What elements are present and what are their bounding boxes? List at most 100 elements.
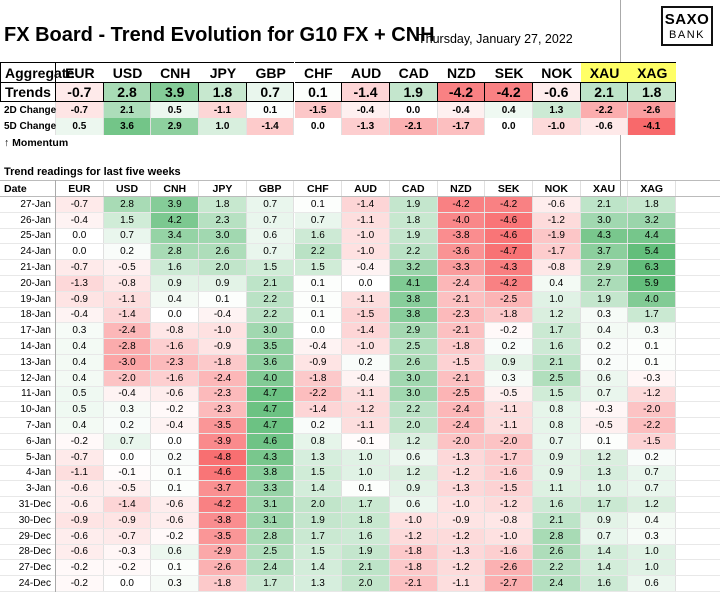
reading-nok: 1.2 xyxy=(533,307,581,323)
reading-aud: 1.0 xyxy=(342,449,390,465)
reading-nok: 0.9 xyxy=(533,465,581,481)
reading-gbp: 2.1 xyxy=(246,276,295,291)
reading-jpy: 0.9 xyxy=(199,276,247,291)
row-date: 7-Jan xyxy=(0,418,56,433)
table-row: 6-Jan -0.2 0.7 0.0 -3.9 4.6 0.8 -0.1 1.2 -2.0 -2.0… xyxy=(0,434,720,450)
currency-header-usd: USD xyxy=(103,62,152,82)
reading-eur: -0.6 xyxy=(56,481,104,497)
reading-xau: 0.9 xyxy=(580,513,629,528)
reading-nzd: -1.3 xyxy=(437,481,486,497)
table-row: 25-Jan 0.0 0.7 3.4 3.0 0.6 1.6 -1.0 1.9 -3.8 -4.6-… xyxy=(0,228,720,245)
change-5d-label: 5D Change xyxy=(0,118,56,135)
table-row: 5-Jan -0.7 0.0 0.2 -4.8 4.3 1.3 1.0 0.6 -1.3 -1.7 0… xyxy=(0,449,720,466)
reading-chf: 1.4 xyxy=(294,560,343,576)
reading-sek: -1.0 xyxy=(485,528,533,544)
reading-nok: 2.4 xyxy=(533,576,581,591)
row-date: 5-Jan xyxy=(0,449,56,465)
reading-chf: -1.8 xyxy=(294,370,343,386)
table-row: 11-Jan 0.5 -0.4 -0.6 -2.3 4.7 -2.2 -1.1 3.0 -2.5-… xyxy=(0,386,720,403)
table-row: 27-Dec -0.2 -0.2 0.1 -2.6 2.4 1.4 2.1 -1.8 -1.2 -2… xyxy=(0,560,720,577)
row-date: 19-Jan xyxy=(0,291,56,307)
currency-header-chf: CHF xyxy=(294,62,343,82)
reading-aud: -1.0 xyxy=(342,339,390,354)
reading-jpy: 2.3 xyxy=(199,212,247,228)
reading-xau: 1.4 xyxy=(580,560,629,576)
reading-eur: -0.6 xyxy=(56,497,104,512)
reading-cnh: -2.3 xyxy=(151,355,200,370)
currency-header-aud: AUD xyxy=(342,62,390,82)
reading-nzd: -1.8 xyxy=(437,339,486,354)
reading-jpy: -3.8 xyxy=(199,513,247,528)
reading-nzd: -3.3 xyxy=(437,260,486,275)
change-2d-eur: -0.7 xyxy=(56,102,104,119)
change-2d-row: 2D Change -0.7 2.1 0.5 -1.1 0.1 -1.5 -0.4 0.0 -0.… xyxy=(0,102,720,119)
momentum-row: ↑ Momentum xyxy=(0,134,720,151)
reading-cad: 1.9 xyxy=(389,197,438,212)
reading-xau: 0.2 xyxy=(580,339,629,354)
daily-header-usd: USD xyxy=(104,181,152,196)
trend-value-cad: 1.9 xyxy=(389,82,438,102)
table-row: 21-Jan -0.7 -0.5 1.6 2.0 1.5 1.5 -0.4 3.2 -3.3 -4.… xyxy=(0,260,720,276)
reading-cad: -1.2 xyxy=(389,528,438,544)
reading-chf: 1.5 xyxy=(294,260,343,275)
reading-eur: -0.6 xyxy=(56,528,104,544)
reading-xag: -1.5 xyxy=(628,434,677,449)
reading-aud: 1.7 xyxy=(342,497,390,512)
reading-usd: 0.2 xyxy=(103,244,152,260)
reading-sek: -2.6 xyxy=(485,560,533,576)
currency-header-gbp: GBP xyxy=(246,62,295,82)
reading-jpy: -3.5 xyxy=(199,418,247,433)
reading-usd: 0.3 xyxy=(103,402,152,418)
reading-cnh: 0.1 xyxy=(151,465,200,481)
reading-xag: 1.7 xyxy=(628,307,677,323)
reading-xau: 3.7 xyxy=(580,244,629,260)
aggregate-header-row: Aggregate EUR USD CNH JPY GBP CHF AUD CAD NZD SEK N… xyxy=(0,62,720,82)
reading-cad: 2.2 xyxy=(389,244,438,260)
reading-jpy: -1.8 xyxy=(199,576,247,591)
row-date: 28-Dec xyxy=(0,544,56,560)
reading-xag: 0.7 xyxy=(628,481,677,497)
reading-usd: 1.5 xyxy=(103,212,152,228)
reading-gbp: 0.7 xyxy=(246,212,295,228)
reading-nzd: -2.1 xyxy=(437,370,486,386)
reading-cnh: 1.6 xyxy=(151,260,200,275)
reading-chf: -0.4 xyxy=(294,339,343,354)
change-5d-chf: 0.0 xyxy=(294,118,343,135)
change-2d-nok: 1.3 xyxy=(533,102,581,119)
reading-sek: -4.2 xyxy=(485,276,533,291)
reading-eur: -0.6 xyxy=(56,544,104,560)
change-5d-nok: -1.0 xyxy=(533,118,581,135)
reading-xag: 0.6 xyxy=(628,576,677,591)
reading-sek: -1.6 xyxy=(485,465,533,481)
reading-eur: -0.7 xyxy=(56,449,104,465)
reading-aud: -1.1 xyxy=(342,418,390,433)
reading-xag: 1.8 xyxy=(628,197,677,212)
reading-gbp: 0.7 xyxy=(246,244,295,260)
reading-nzd: -1.2 xyxy=(437,465,486,481)
row-date: 27-Dec xyxy=(0,560,56,576)
currency-header-nok: NOK xyxy=(533,62,581,82)
reading-xau: 2.1 xyxy=(580,197,629,212)
reading-cad: 1.2 xyxy=(389,434,438,449)
reading-chf: 0.1 xyxy=(294,276,343,291)
reading-xag: 1.0 xyxy=(628,560,677,576)
trend-value-sek: -4.2 xyxy=(485,82,533,102)
reading-gbp: 0.6 xyxy=(246,228,295,244)
reading-xau: 1.0 xyxy=(580,481,629,497)
reading-aud: 1.0 xyxy=(342,465,390,481)
row-date: 14-Jan xyxy=(0,339,56,354)
reading-usd: -0.5 xyxy=(103,260,152,275)
currency-header-nzd: NZD xyxy=(437,62,486,82)
reading-eur: -0.2 xyxy=(56,434,104,449)
reading-gbp: 4.7 xyxy=(246,418,295,433)
row-date: 27-Jan xyxy=(0,197,56,212)
reading-usd: -0.1 xyxy=(103,465,152,481)
reading-usd: -1.1 xyxy=(103,291,152,307)
change-2d-usd: 2.1 xyxy=(103,102,152,119)
reading-nok: -1.7 xyxy=(533,244,581,260)
reading-jpy: 1.8 xyxy=(199,197,247,212)
reading-jpy: -4.6 xyxy=(199,465,247,481)
reading-xag: 3.2 xyxy=(628,212,677,228)
row-date: 31-Dec xyxy=(0,497,56,512)
reading-nok: -1.2 xyxy=(533,212,581,228)
